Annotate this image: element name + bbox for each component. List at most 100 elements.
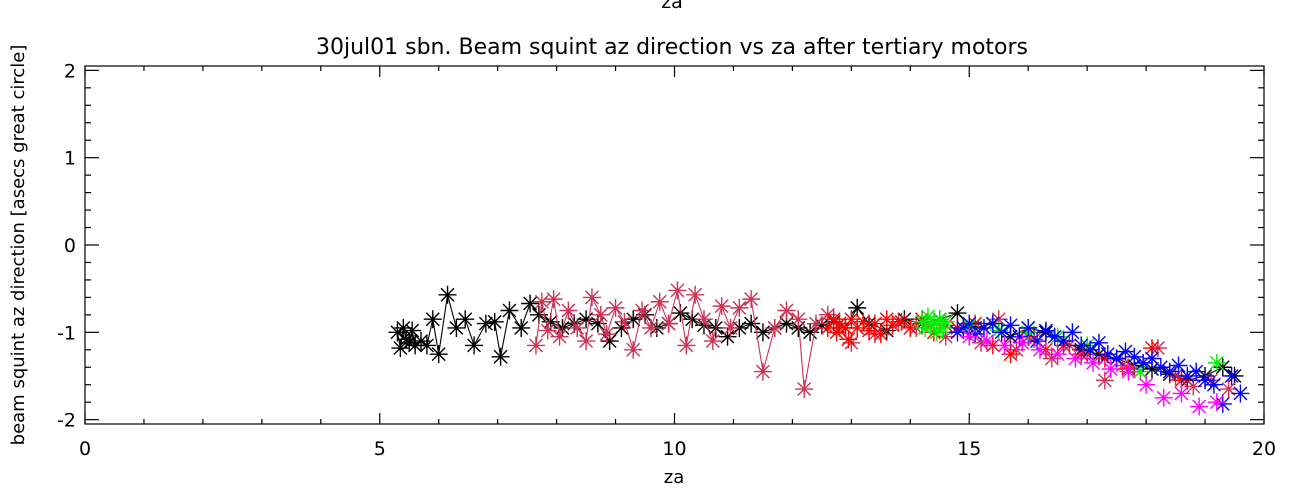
plot-frame xyxy=(84,65,1265,425)
data-point xyxy=(1095,371,1114,390)
data-point xyxy=(1084,353,1103,372)
data-point xyxy=(671,304,690,323)
data-point xyxy=(491,347,510,366)
data-point xyxy=(668,281,687,300)
data-point xyxy=(1207,353,1226,372)
x-tick-label: 0 xyxy=(79,438,91,460)
data-point xyxy=(559,301,578,320)
data-point xyxy=(983,336,1002,355)
data-point xyxy=(1042,349,1061,368)
data-point xyxy=(995,336,1014,355)
data-point xyxy=(1184,377,1203,396)
data-point xyxy=(1222,366,1241,385)
data-point xyxy=(1219,380,1238,399)
data-point xyxy=(954,318,973,337)
data-point xyxy=(901,318,920,337)
data-point xyxy=(824,310,843,329)
y-tick-label: 2 xyxy=(64,60,76,82)
data-point xyxy=(753,323,772,342)
data-point xyxy=(1025,330,1044,349)
data-point xyxy=(1066,349,1085,368)
data-point xyxy=(429,345,448,364)
data-point xyxy=(812,316,831,335)
series-6 xyxy=(960,327,1226,416)
data-point xyxy=(1151,358,1170,377)
data-point xyxy=(918,307,937,326)
data-point xyxy=(423,310,442,329)
data-point xyxy=(1137,375,1156,394)
data-point xyxy=(1036,321,1055,340)
data-point xyxy=(854,312,873,331)
data-point xyxy=(742,290,761,309)
data-point xyxy=(1072,336,1091,355)
data-point xyxy=(839,330,858,349)
x-tick-label: 20 xyxy=(1252,438,1276,460)
data-point xyxy=(1166,366,1185,385)
data-point xyxy=(1063,323,1082,342)
y-ticks: 2 1 0 -1 -2 xyxy=(57,60,1264,432)
data-point xyxy=(1119,362,1138,381)
data-point xyxy=(1019,318,1038,337)
data-point xyxy=(650,292,669,311)
series-line xyxy=(535,290,829,390)
data-point xyxy=(742,314,761,333)
data-point xyxy=(827,323,846,342)
data-point xyxy=(526,336,545,355)
data-point xyxy=(677,336,696,355)
data-point xyxy=(624,340,643,359)
data-point xyxy=(974,318,993,337)
series-5 xyxy=(948,314,1250,413)
data-point xyxy=(1213,358,1232,377)
data-point xyxy=(795,380,814,399)
data-point xyxy=(972,333,991,352)
data-point xyxy=(1207,393,1226,412)
data-point xyxy=(391,339,410,358)
data-point xyxy=(591,305,610,324)
data-point xyxy=(1010,327,1029,346)
data-point xyxy=(1054,332,1073,351)
data-point xyxy=(550,327,569,346)
data-point xyxy=(394,318,413,337)
data-point xyxy=(615,312,634,331)
data-point xyxy=(806,314,825,333)
data-point xyxy=(933,318,952,337)
data-point xyxy=(1131,362,1150,381)
data-point xyxy=(927,323,946,342)
x-tick-label: 10 xyxy=(662,438,686,460)
data-point xyxy=(465,336,484,355)
data-point xyxy=(777,301,796,320)
data-point xyxy=(600,332,619,351)
y-tick-label: -1 xyxy=(57,322,76,344)
data-point xyxy=(1001,316,1020,335)
data-point xyxy=(447,318,466,337)
data-point xyxy=(683,310,702,329)
data-point xyxy=(930,310,949,329)
data-point xyxy=(597,325,616,344)
data-point xyxy=(842,310,861,329)
data-point xyxy=(921,316,940,335)
data-point xyxy=(1048,345,1067,364)
data-point xyxy=(1178,366,1197,385)
data-point xyxy=(532,292,551,311)
data-point xyxy=(1172,384,1191,403)
data-point xyxy=(1187,362,1206,381)
data-point xyxy=(703,332,722,351)
data-point xyxy=(1204,375,1223,394)
data-point xyxy=(612,318,631,337)
data-point xyxy=(1134,353,1153,372)
data-point xyxy=(1172,371,1191,390)
data-point xyxy=(588,314,607,333)
data-point xyxy=(521,294,540,313)
data-point xyxy=(529,305,548,324)
data-point xyxy=(476,314,495,333)
chart-title: 30jul01 sbn. Beam squint az direction vs… xyxy=(316,35,1028,60)
data-point xyxy=(860,321,879,340)
data-point xyxy=(686,285,705,304)
x-ticks: 0 5 10 15 20 xyxy=(79,66,1276,460)
data-point xyxy=(500,301,519,320)
data-point xyxy=(606,298,625,317)
data-point xyxy=(966,325,985,344)
data-point xyxy=(936,327,955,346)
data-point xyxy=(1013,333,1032,352)
data-point xyxy=(1190,397,1209,416)
